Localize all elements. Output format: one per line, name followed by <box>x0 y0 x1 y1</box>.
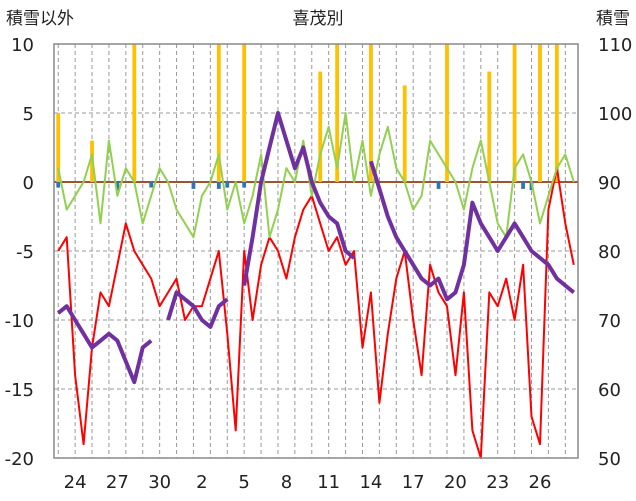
y-left-tick-5: -15 <box>5 380 34 401</box>
y-right-tick-6: 50 <box>598 449 621 470</box>
x-tick-8: 17 <box>402 472 425 493</box>
y-left-tick-1: 5 <box>23 104 34 125</box>
x-tick-11: 26 <box>529 472 552 493</box>
bar-s3-0 <box>56 182 61 188</box>
x-tick-5: 8 <box>281 472 292 493</box>
bar-s2-0 <box>56 113 61 182</box>
bar-s2-51 <box>487 71 492 182</box>
bar-s3-55 <box>521 182 525 189</box>
bar-s2-9 <box>132 44 137 182</box>
series-lines <box>56 111 576 459</box>
right-axis-title: 積雪 <box>596 9 630 29</box>
bar-s3-7 <box>115 182 120 191</box>
plot-area-border <box>53 43 579 459</box>
bar-s2-59 <box>554 44 559 182</box>
x-tick-7: 14 <box>359 472 382 493</box>
bar-s2-57 <box>538 44 542 182</box>
x-tick-1: 27 <box>106 472 129 493</box>
chart-title: 喜茂別 <box>293 9 344 29</box>
bar-s2-41 <box>402 85 407 182</box>
x-tick-6: 11 <box>317 472 340 493</box>
bar-s2-31 <box>318 71 323 182</box>
bar-s2-33 <box>335 44 340 182</box>
y-right-tick-0: 110 <box>598 35 632 56</box>
bar-s2-46 <box>445 44 449 182</box>
bar-s3-20 <box>225 182 230 188</box>
x-tick-4: 5 <box>238 472 249 493</box>
series-line-0 <box>57 167 575 459</box>
series-line-1 <box>57 112 575 239</box>
bar-s2-37 <box>369 44 373 182</box>
y-right-tick-4: 70 <box>598 311 621 332</box>
y-right-tick-2: 90 <box>598 173 621 194</box>
x-tick-10: 23 <box>486 472 509 493</box>
bar-s3-22 <box>242 182 247 188</box>
y-left-tick-0: 10 <box>11 35 34 56</box>
y-right-tick-3: 80 <box>598 242 621 263</box>
bar-s3-16 <box>191 182 196 189</box>
bar-s3-45 <box>436 182 441 189</box>
y-left-tick-4: -10 <box>5 311 34 332</box>
x-tick-2: 30 <box>148 472 171 493</box>
y-left-tick-6: -20 <box>5 449 34 470</box>
bars <box>56 44 559 191</box>
bar-s2-22 <box>242 44 247 182</box>
bar-s2-54 <box>512 44 517 182</box>
bar-s3-11 <box>149 182 154 188</box>
y-right-tick-1: 100 <box>598 104 632 125</box>
bar-s2-19 <box>216 44 221 182</box>
y-left-tick-3: -5 <box>16 242 34 263</box>
x-tick-9: 20 <box>444 472 467 493</box>
left-axis-title: 積雪以外 <box>6 9 74 29</box>
bar-s3-19 <box>216 182 221 189</box>
y-right-tick-5: 60 <box>598 380 621 401</box>
x-tick-3: 2 <box>196 472 207 493</box>
series-line-4 <box>56 111 576 385</box>
y-left-tick-2: 0 <box>23 173 34 194</box>
x-tick-0: 24 <box>64 472 87 493</box>
